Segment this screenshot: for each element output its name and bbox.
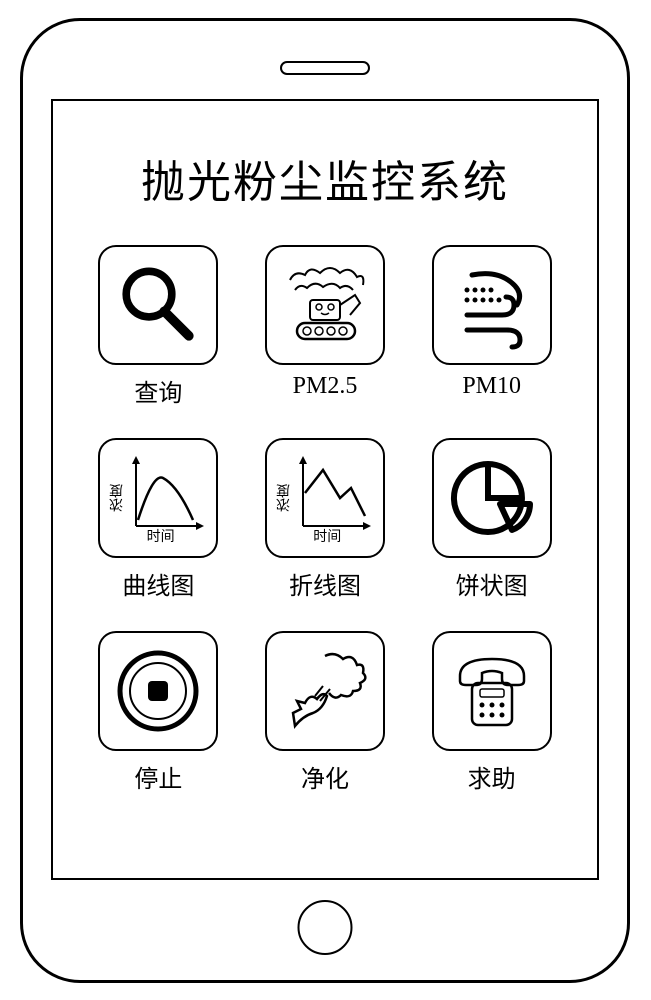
tile-pm10[interactable]: PM10 [418, 245, 565, 408]
curve-ylabel: 浓度 [108, 484, 128, 512]
tile-pm25-label: PM2.5 [293, 373, 358, 400]
tile-query-label: 查询 [134, 373, 182, 408]
purify-icon [265, 631, 385, 751]
wind-dust-icon [432, 245, 552, 365]
tile-pm25[interactable]: PM2.5 [252, 245, 399, 408]
phone-frame: 抛光粉尘监控系统 查询 [20, 18, 630, 983]
line-ylabel: 浓度 [275, 484, 295, 512]
tile-help-label: 求助 [468, 759, 516, 794]
curve-chart-icon: 浓度 时间 [98, 438, 218, 558]
telephone-icon [432, 631, 552, 751]
line-chart-icon: 浓度 时间 [265, 438, 385, 558]
tile-pie-label: 饼状图 [456, 566, 528, 601]
tile-line-label: 折线图 [289, 566, 361, 601]
stop-icon [98, 631, 218, 751]
phone-earpiece [280, 61, 370, 75]
tile-query[interactable]: 查询 [85, 245, 232, 408]
tile-pie-chart[interactable]: 饼状图 [418, 438, 565, 601]
pie-chart-icon [432, 438, 552, 558]
tile-stop-label: 停止 [134, 759, 182, 794]
phone-home-button[interactable] [298, 900, 353, 955]
tile-pm10-label: PM10 [462, 373, 521, 400]
line-xlabel: 时间 [313, 526, 341, 546]
tile-stop[interactable]: 停止 [85, 631, 232, 794]
phone-screen: 抛光粉尘监控系统 查询 [51, 99, 599, 880]
app-grid: 查询 [53, 245, 597, 794]
tile-purify-label: 净化 [301, 759, 349, 794]
tile-purify[interactable]: 净化 [252, 631, 399, 794]
tile-curve-chart[interactable]: 浓度 时间 曲线图 [85, 438, 232, 601]
excavator-dust-icon [265, 245, 385, 365]
curve-xlabel: 时间 [147, 526, 175, 546]
app-title: 抛光粉尘监控系统 [53, 146, 597, 210]
tile-help[interactable]: 求助 [418, 631, 565, 794]
search-icon [98, 245, 218, 365]
tile-curve-label: 曲线图 [122, 566, 194, 601]
tile-line-chart[interactable]: 浓度 时间 折线图 [252, 438, 399, 601]
